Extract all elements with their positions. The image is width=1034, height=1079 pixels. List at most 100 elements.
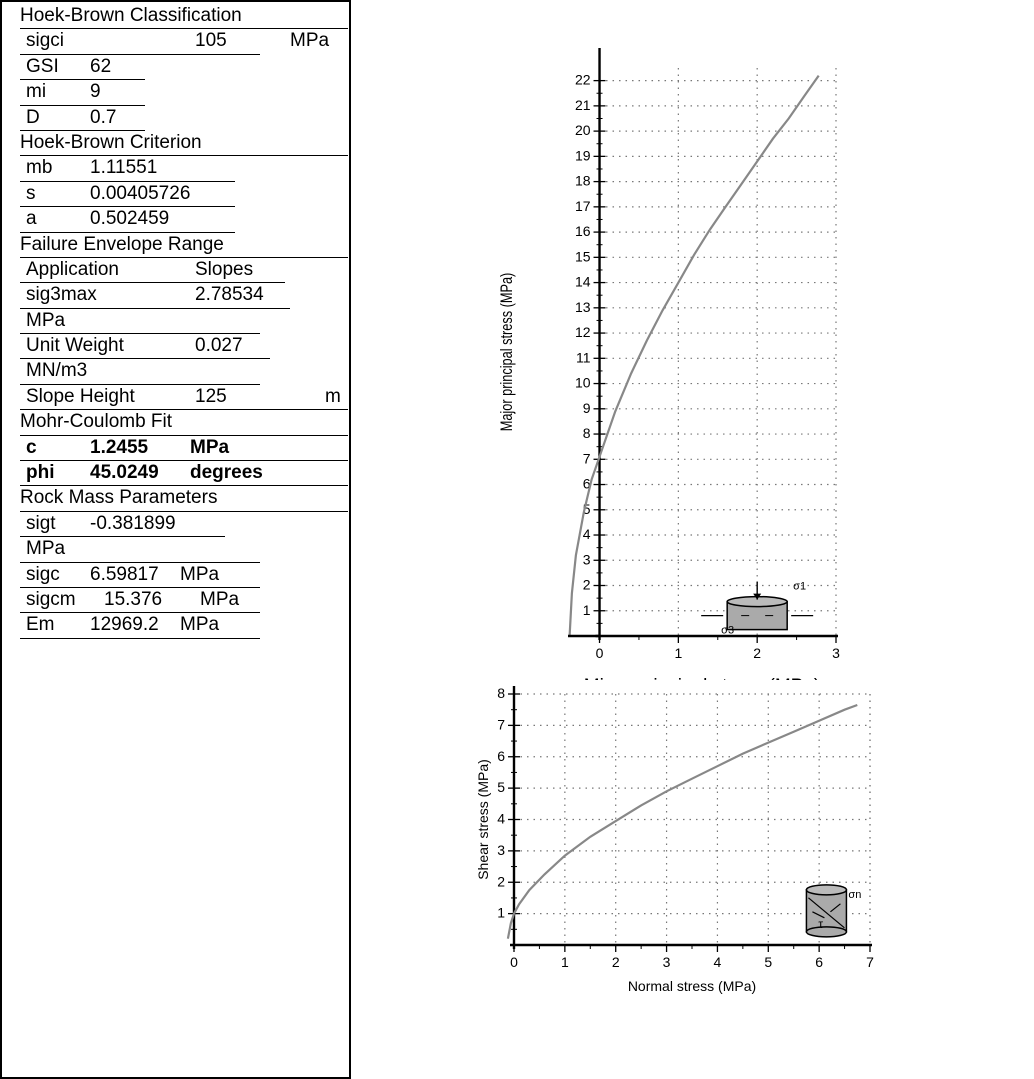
param-row-mb: mb 1.11551 <box>20 156 235 182</box>
param-value: 125 <box>195 385 227 407</box>
param-value: 0.502459 <box>90 208 170 230</box>
param-unit: MPa <box>180 614 220 636</box>
series-line <box>568 74 820 637</box>
param-value: 12969.2 <box>90 614 159 636</box>
x-tick-label: 5 <box>764 954 772 970</box>
y-tick-label: 6 <box>583 476 591 492</box>
section-heading-label: Hoek-Brown Classification <box>20 5 242 26</box>
param-unit: MPa <box>200 588 240 610</box>
y-tick-label: 16 <box>575 223 591 239</box>
x-tick-label: 7 <box>866 954 874 970</box>
sigma1-arrowhead <box>753 593 762 600</box>
param-row-c: c 1.2455 MPa <box>20 436 348 462</box>
param-name: phi <box>26 462 55 484</box>
param-name: mi <box>26 81 47 103</box>
y-tick-label: 3 <box>583 551 591 567</box>
param-unit: MPa <box>26 309 66 331</box>
param-value: 0.00405726 <box>90 182 191 204</box>
param-row-a: a 0.502459 <box>20 207 235 233</box>
y-tick-label: 9 <box>583 400 591 416</box>
param-value: 15.376 <box>104 588 163 610</box>
x-tick-label: 1 <box>561 954 569 970</box>
sigma3-label: σ3 <box>721 625 734 637</box>
section-heading: Hoek-Brown Classification <box>20 4 348 30</box>
y-tick-label: 7 <box>497 716 505 732</box>
param-value: 1.11551 <box>90 157 158 179</box>
param-value: Slopes <box>195 258 254 280</box>
y-tick-label: 6 <box>497 748 505 764</box>
tau-label: τ <box>818 917 823 931</box>
y-axis-label: Shear stress (MPa) <box>475 759 491 880</box>
param-value: 0.7 <box>90 106 117 128</box>
param-row-em: Em 12969.2 MPa <box>20 613 260 639</box>
sigma1-label: σ1 <box>793 581 806 593</box>
param-value: 6.59817 <box>90 563 159 585</box>
param-value: -0.381899 <box>90 512 176 534</box>
param-unit: MPa <box>290 30 330 52</box>
param-unit-continuation: MPa <box>20 309 260 335</box>
param-unit-continuation: MN/m3 <box>20 359 260 385</box>
param-row-s: s 0.00405726 <box>20 182 235 208</box>
y-tick-label: 3 <box>497 842 505 858</box>
y-tick-label: 8 <box>497 685 505 701</box>
param-name: sigc <box>26 563 60 585</box>
param-row-application: Application Slopes <box>20 258 285 284</box>
y-tick-label: 20 <box>575 122 591 138</box>
y-tick-label: 19 <box>575 147 591 163</box>
series-line <box>506 703 858 939</box>
param-name: sig3max <box>26 284 97 306</box>
x-tick-label: 2 <box>612 954 620 970</box>
param-unit: degrees <box>190 462 263 484</box>
param-name: sigci <box>26 30 65 52</box>
param-name: GSI <box>26 55 59 77</box>
param-name: a <box>26 208 37 230</box>
x-tick-label: 6 <box>815 954 823 970</box>
y-tick-label: 7 <box>583 450 591 466</box>
param-value: 1.2455 <box>90 436 149 458</box>
y-tick-label: 22 <box>575 72 591 88</box>
x-tick-label: 0 <box>596 645 604 661</box>
y-tick-label: 2 <box>497 873 505 889</box>
param-value: 105 <box>195 30 227 52</box>
y-tick-label: 18 <box>575 173 591 189</box>
param-unit: MN/m3 <box>26 360 88 382</box>
y-tick-label: 21 <box>575 97 591 113</box>
x-axis-label: Normal stress (MPa) <box>628 978 756 994</box>
param-name: Em <box>26 614 55 636</box>
section-heading: Hoek-Brown Criterion <box>20 131 348 157</box>
section-heading: Failure Envelope Range <box>20 233 348 258</box>
param-row-sig3max: sig3max 2.78534 <box>20 283 290 309</box>
param-row-mi: mi 9 <box>20 80 145 106</box>
param-row-unit-weight: Unit Weight 0.027 <box>20 334 270 360</box>
param-name: mb <box>26 157 53 179</box>
x-tick-label: 1 <box>674 645 682 661</box>
param-row-phi: phi 45.0249 degrees <box>20 461 348 487</box>
y-tick-label: 5 <box>497 779 505 795</box>
param-unit: MPa <box>190 436 230 458</box>
y-tick-label: 10 <box>575 375 591 391</box>
param-name: c <box>26 436 37 458</box>
sample-bottom <box>805 926 848 938</box>
param-value: 9 <box>90 81 101 103</box>
param-unit: MPa <box>26 538 66 560</box>
y-tick-label: 11 <box>576 349 591 365</box>
param-name: s <box>26 182 36 204</box>
param-unit-continuation: MPa <box>20 537 260 563</box>
y-tick-label: 8 <box>583 425 591 441</box>
x-tick-label: 3 <box>663 954 671 970</box>
param-row-slope-height: Slope Height 125 m <box>20 385 348 411</box>
triaxial-sample-icon: σ1 σ3 <box>701 581 814 637</box>
param-name: sigt <box>26 512 56 534</box>
param-row-sigc: sigc 6.59817 MPa <box>20 563 260 588</box>
param-name: Slope Height <box>26 385 135 407</box>
y-tick-label: 5 <box>583 501 591 517</box>
sample-top <box>805 884 848 896</box>
shear-plane <box>808 897 845 929</box>
section-heading-label: Rock Mass Parameters <box>20 487 218 509</box>
y-tick-label: 15 <box>575 248 591 264</box>
shear-arrow <box>812 911 825 919</box>
param-row-sigt: sigt -0.381899 <box>20 512 225 538</box>
y-tick-label: 1 <box>583 602 591 618</box>
